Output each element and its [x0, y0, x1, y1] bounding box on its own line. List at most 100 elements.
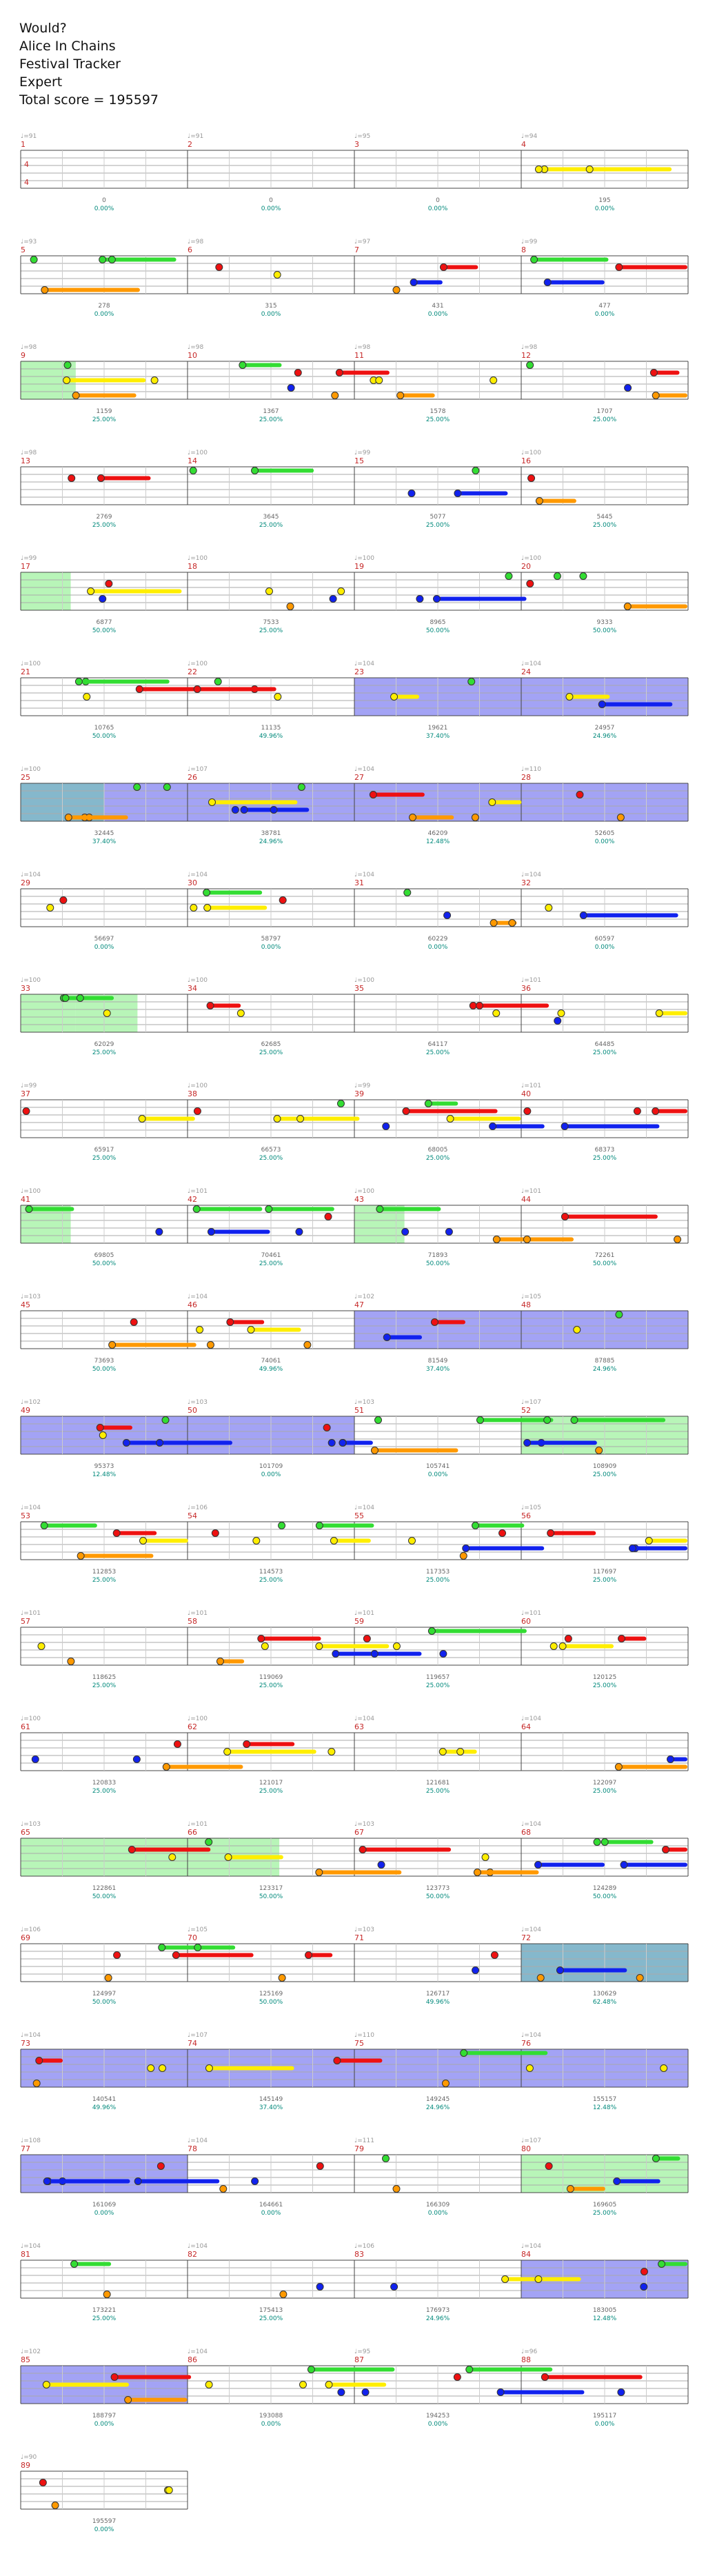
- measure-number: 42: [188, 1195, 197, 1204]
- note: [545, 2162, 553, 2170]
- note: [72, 392, 80, 399]
- measure-number: 46: [188, 1300, 197, 1309]
- measure-number: 87: [354, 2355, 364, 2364]
- note: [168, 1853, 176, 1861]
- note: [658, 2260, 666, 2268]
- measure-score: 122861: [92, 1885, 116, 1892]
- note: [192, 1205, 201, 1213]
- note: [163, 783, 171, 791]
- measure-accuracy: 24.96%: [259, 838, 283, 845]
- measure-accuracy: 50.00%: [92, 627, 117, 634]
- note: [615, 1311, 623, 1318]
- measure-number: 76: [521, 2039, 531, 2048]
- note: [243, 1740, 251, 1748]
- note: [279, 896, 287, 904]
- note: [424, 1100, 432, 1107]
- note: [382, 2155, 390, 2162]
- tempo-marker: ♩=100: [188, 1715, 208, 1722]
- measure-score: 52605: [595, 830, 615, 837]
- note: [224, 1853, 232, 1861]
- note: [299, 2381, 307, 2388]
- note: [443, 912, 452, 919]
- tempo-marker: ♩=104: [354, 1505, 374, 1511]
- measure-accuracy: 50.00%: [426, 627, 450, 634]
- measure-accuracy: 25.00%: [259, 1682, 283, 1689]
- measure-score: 66573: [261, 1147, 281, 1154]
- note: [543, 1416, 552, 1424]
- measure-score: 0: [102, 197, 106, 204]
- measure-score: 32445: [94, 830, 114, 837]
- measure-score: 176973: [426, 2307, 450, 2314]
- note: [296, 1115, 305, 1123]
- note: [208, 798, 216, 806]
- measure-number: 15: [354, 456, 364, 465]
- measure-accuracy: 25.00%: [92, 522, 117, 529]
- note: [76, 994, 84, 1002]
- note: [83, 693, 91, 701]
- tempo-marker: ♩=104: [21, 2243, 41, 2250]
- tempo-marker: ♩=98: [188, 344, 204, 351]
- note: [42, 2381, 50, 2388]
- note: [273, 1115, 281, 1123]
- note: [156, 1439, 164, 1447]
- measure-accuracy: 0.00%: [595, 311, 615, 318]
- note: [99, 256, 107, 263]
- tempo-marker: ♩=100: [521, 450, 541, 456]
- tempo-marker: ♩=101: [521, 977, 541, 984]
- note: [490, 376, 498, 384]
- tempo-marker: ♩=101: [188, 1188, 208, 1195]
- tempo-marker: ♩=91: [188, 133, 203, 140]
- tempo-marker: ♩=98: [188, 239, 204, 245]
- note: [377, 1861, 385, 1869]
- note: [496, 2388, 505, 2396]
- note: [554, 1017, 562, 1025]
- tempo-marker: ♩=104: [188, 2137, 208, 2144]
- note: [307, 2366, 315, 2373]
- measure-number: 32: [521, 878, 531, 887]
- measure-number: 79: [354, 2144, 364, 2153]
- note: [508, 919, 516, 927]
- note: [316, 2162, 324, 2170]
- measure-score: 126717: [426, 1991, 450, 1998]
- note: [640, 2268, 648, 2275]
- measure-accuracy: 49.96%: [92, 2104, 117, 2111]
- note: [43, 2177, 51, 2185]
- note: [303, 1341, 312, 1349]
- note: [623, 603, 632, 610]
- measure-score: 195: [598, 197, 610, 204]
- measure-number: 13: [21, 456, 30, 465]
- artist-name: Alice In Chains: [19, 39, 116, 54]
- note: [51, 2502, 59, 2509]
- measure-accuracy: 0.00%: [595, 2421, 615, 2428]
- measure-score: 112853: [92, 1569, 116, 1576]
- measure-accuracy: 25.00%: [92, 1049, 117, 1056]
- note: [337, 587, 345, 595]
- note: [614, 1763, 623, 1771]
- note: [392, 1642, 401, 1650]
- measure-score: 5077: [430, 514, 446, 521]
- measure-accuracy: 50.00%: [593, 1260, 617, 1267]
- measure-score: 183005: [593, 2307, 616, 2314]
- note: [147, 2064, 155, 2072]
- note: [330, 1537, 338, 1544]
- tempo-marker: ♩=110: [354, 2032, 374, 2039]
- note: [543, 279, 552, 286]
- measure-score: 46209: [428, 830, 448, 837]
- tempo-marker: ♩=100: [188, 450, 208, 456]
- note: [70, 2260, 79, 2268]
- note: [369, 791, 377, 798]
- note: [205, 2064, 213, 2072]
- tempo-marker: ♩=95: [354, 2348, 370, 2355]
- tempo-marker: ♩=101: [188, 1821, 208, 1828]
- measure-score: 278: [98, 303, 110, 310]
- measure-number: 45: [21, 1300, 30, 1309]
- tempo-marker: ♩=104: [354, 872, 374, 878]
- tempo-marker: ♩=104: [521, 872, 541, 878]
- note: [68, 474, 76, 482]
- measure-number: 29: [21, 878, 30, 887]
- note: [645, 1537, 653, 1544]
- note: [618, 1635, 626, 1642]
- note: [203, 889, 211, 896]
- note: [231, 806, 239, 814]
